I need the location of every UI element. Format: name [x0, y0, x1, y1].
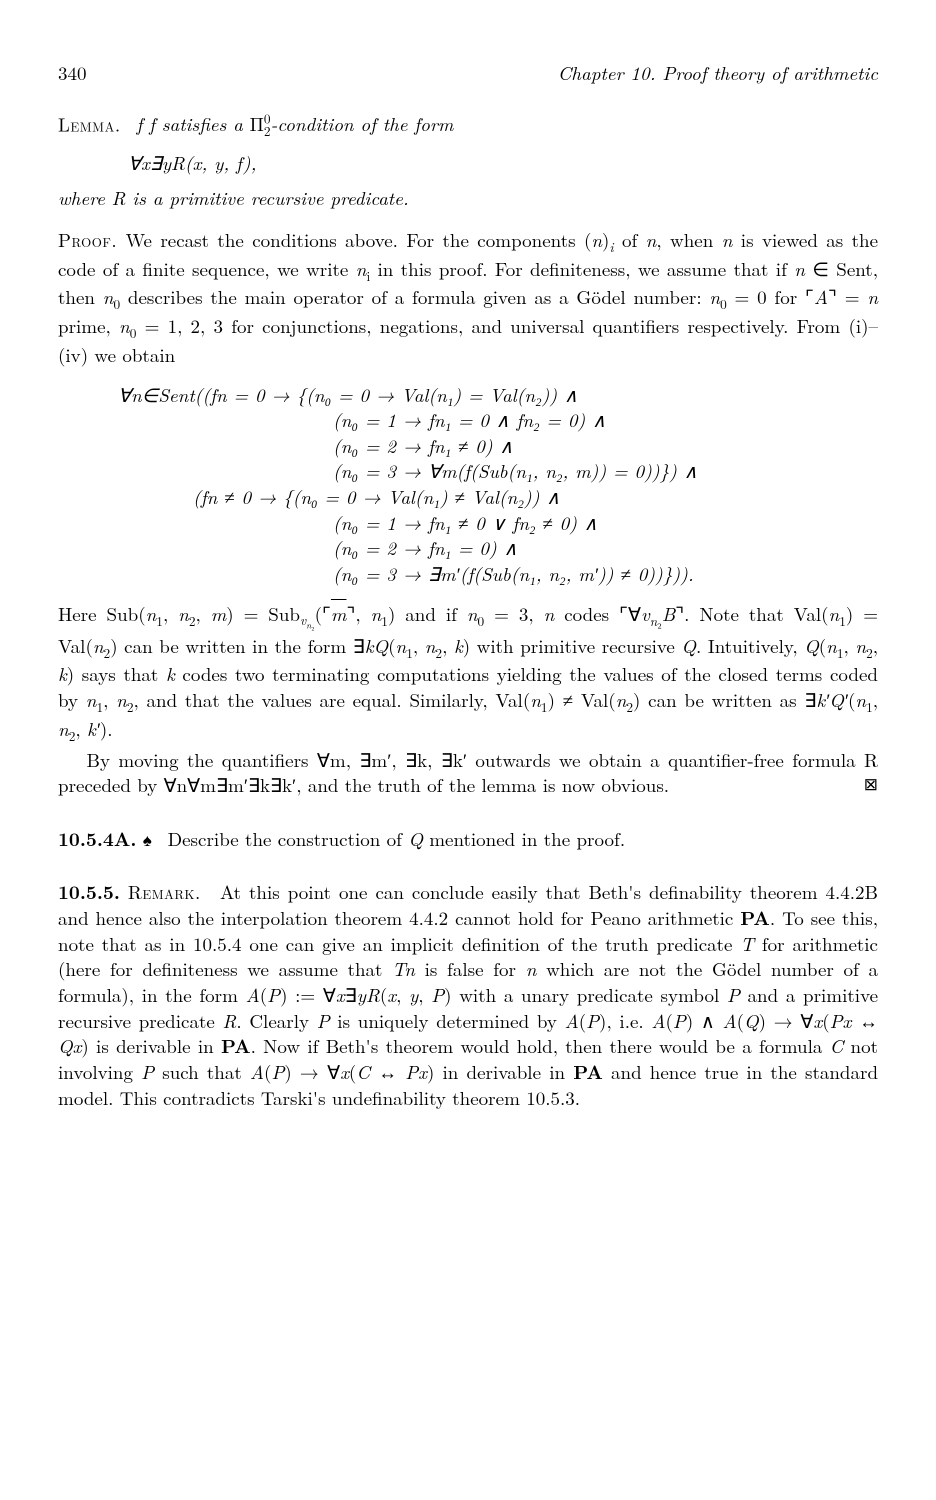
pi-sub: 2 — [264, 121, 271, 140]
proof-para-3: By moving the quantifiers ∀m, ∃m′, ∃k, ∃… — [58, 747, 878, 798]
proof-para-1: Proof. We recast the conditions above. F… — [58, 227, 878, 368]
proof-label: Proof. — [58, 226, 117, 253]
exercise-number: 10.5.4A. — [58, 824, 136, 852]
lemma-text-2: -condition of the form — [271, 110, 454, 137]
remark-number: 10.5.5. — [58, 877, 120, 905]
formula-line-2: (n₀ = 1 → fn₁ = 0 ∧ fn₂ = 0) ∧ — [333, 407, 878, 433]
exercise-text: Describe the construction of Q mentioned… — [168, 825, 626, 852]
spade-icon: ♠ — [143, 827, 152, 851]
chapter-title: Chapter 10. Proof theory of arithmetic — [558, 60, 878, 86]
exercise: 10.5.4A. ♠ Describe the construction of … — [58, 826, 878, 852]
page-number: 340 — [58, 60, 87, 86]
lemma-text-1: f satisfies a — [149, 110, 250, 137]
formula-line-5: (fn ≠ 0 → {(n₀ = 0 → Val(n₁) ≠ Val(n₂)) … — [193, 484, 878, 510]
remark-label: Remark. — [128, 878, 201, 905]
proof-para-3-text: By moving the quantifiers ∀m, ∃m′, ∃k, ∃… — [58, 746, 878, 799]
remark-text: At this point one can conclude easily th… — [58, 878, 878, 1110]
formula-line-3: (n₀ = 2 → fn₁ ≠ 0) ∧ — [333, 433, 878, 459]
formula-line-6: (n₀ = 1 → fn₁ ≠ 0 ∨ fn₂ ≠ 0) ∧ — [333, 510, 878, 536]
pi-symbol: Π — [250, 110, 264, 137]
formula-line-7: (n₀ = 2 → fn₁ = 0) ∧ — [333, 535, 878, 561]
formula-line-8: (n₀ = 3 → ∃m′(f(Sub(n₁, n₂, m′)) ≠ 0))})… — [333, 561, 878, 587]
proof-endmark: ⊠ — [835, 772, 878, 795]
formula-line-4: (n₀ = 3 → ∀m(f(Sub(n₁, n₂, m)) = 0))}) ∧ — [333, 458, 878, 484]
proof-formula-block: ∀n∈Sent((fn = 0 → {(n₀ = 0 → Val(n₁) = V… — [58, 382, 878, 587]
lemma-statement: Lemma. f f satisfies a Π02-condition of … — [58, 110, 878, 140]
lemma-where: where R is a primitive recursive predica… — [58, 185, 878, 211]
lemma-formula: ∀x∃yR(x, y, f), — [128, 150, 878, 176]
proof-para-2: Here Sub(n1, n2, m) = Subvn₂(⌜m⌝, n1) an… — [58, 601, 878, 745]
lemma-label: Lemma. — [58, 110, 121, 137]
remark: 10.5.5. Remark. At this point one can co… — [58, 879, 878, 1110]
proof-text: We recast the conditions above. For the … — [58, 226, 878, 368]
page-header: 340 Chapter 10. Proof theory of arithmet… — [58, 60, 878, 86]
formula-line-1: ∀n∈Sent((fn = 0 → {(n₀ = 0 → Val(n₁) = V… — [118, 382, 878, 408]
